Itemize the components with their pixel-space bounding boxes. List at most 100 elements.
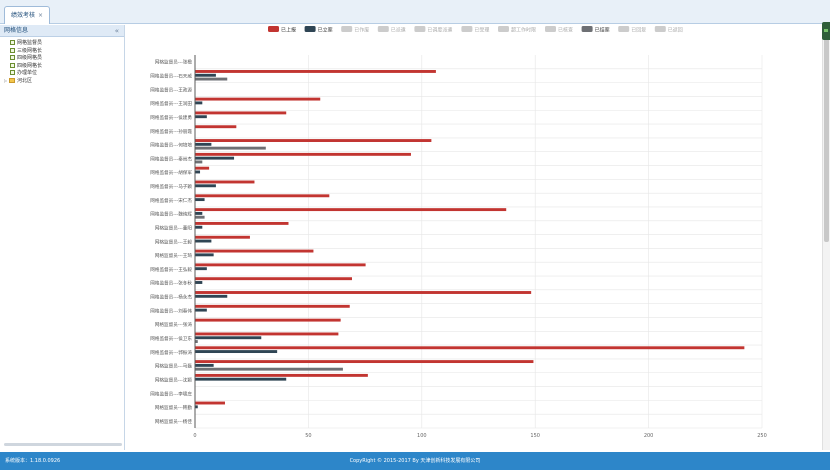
x-tick-label: 100 (417, 433, 427, 439)
legend-item[interactable]: 超工作时限 (498, 26, 536, 34)
legend-item[interactable]: 已派遣 (377, 26, 406, 34)
bar-已立案-10[interactable] (195, 198, 205, 202)
bar-已结案-1[interactable] (195, 77, 228, 81)
tree-node[interactable]: 办理单位 (4, 69, 124, 77)
tree-node-label: 四级网格长 (17, 62, 43, 69)
bar-已立案-25[interactable] (195, 405, 198, 409)
bar-已立案-20[interactable] (195, 336, 262, 340)
legend-swatch (581, 26, 593, 32)
legend-item[interactable]: 已立案 (304, 26, 333, 34)
bar-已立案-9[interactable] (195, 184, 216, 188)
legend-label: 超工作时限 (511, 27, 536, 34)
tree-node[interactable]: 网格监督员 (4, 39, 124, 47)
bar-已立案-12[interactable] (195, 225, 203, 229)
legend-item[interactable]: 已上报 (268, 26, 296, 34)
y-category-label: 网格监督员---何培培 (150, 142, 192, 149)
bar-已立案-11[interactable] (195, 211, 203, 215)
bar-已上报-13[interactable] (195, 235, 250, 239)
bar-已结案-7[interactable] (195, 160, 203, 164)
y-category-label: 网格监督员---王毅 (155, 238, 193, 245)
bar-已上报-18[interactable] (195, 304, 350, 308)
bar-已上报-4[interactable] (195, 111, 287, 115)
bar-已结案-11[interactable] (195, 215, 205, 219)
y-category-label: 网格监督员---杨永杰 (150, 294, 192, 301)
bar-已立案-6[interactable] (195, 142, 212, 146)
bar-已立案-21[interactable] (195, 350, 278, 354)
legend-label: 已调度派遣 (427, 27, 452, 34)
bar-已上报-12[interactable] (195, 221, 289, 225)
bar-已结案-6[interactable] (195, 146, 266, 150)
bar-已上报-23[interactable] (195, 373, 368, 377)
bar-已立案-22[interactable] (195, 363, 214, 367)
system-version: 系统版本：1.18.0.0926 (5, 458, 61, 464)
y-category-label: 网格监督员---王润田 (150, 100, 192, 107)
legend-swatch (414, 26, 426, 32)
bar-已立案-7[interactable] (195, 156, 235, 160)
legend-swatch (304, 26, 316, 32)
bar-已上报-1[interactable] (195, 70, 436, 73)
tree-node[interactable]: 三级网格长 (4, 47, 124, 55)
bar-已上报-21[interactable] (195, 346, 745, 350)
tree-node-label: 河北区 (17, 77, 33, 84)
legend-item[interactable]: 已结案 (581, 26, 610, 34)
bar-已上报-5[interactable] (195, 125, 237, 129)
bar-已立案-8[interactable] (195, 170, 201, 174)
expand-arrow-icon[interactable]: ▷ (4, 77, 8, 83)
bar-已上报-3[interactable] (195, 97, 321, 101)
tree-node[interactable]: 四级网格长 (4, 62, 124, 70)
bar-已上报-10[interactable] (195, 194, 330, 198)
bar-已上报-15[interactable] (195, 263, 366, 267)
tree-node[interactable]: 四级网格员 (4, 54, 124, 62)
bar-已立案-1[interactable] (195, 73, 216, 77)
bar-已立案-18[interactable] (195, 308, 207, 312)
sidebar-horizontal-scrollbar[interactable] (4, 443, 122, 446)
legend-item[interactable]: 已受理 (461, 26, 489, 34)
tree-node-label: 四级网格员 (17, 55, 43, 62)
bar-已上报-19[interactable] (195, 318, 341, 322)
bar-已上报-16[interactable] (195, 277, 352, 281)
y-category-label: 网格监督员---侯卫东 (150, 335, 192, 342)
tab-performance-assessment[interactable]: 绩效考核 × (4, 6, 51, 24)
bar-已上报-8[interactable] (195, 166, 210, 170)
legend-item[interactable]: 已核查 (545, 26, 573, 34)
tree-node[interactable]: ▷ 河北区 (4, 77, 124, 85)
tree-node-label: 三级网格长 (17, 47, 43, 54)
bar-已上报-25[interactable] (195, 401, 225, 405)
y-category-label: 网格监督员---秦尚杰 (150, 155, 192, 162)
legend-item[interactable]: 已调度派遣 (414, 26, 452, 34)
legend-item[interactable]: 已回复 (618, 26, 646, 34)
side-widget-icon[interactable] (822, 22, 830, 40)
bar-已立案-3[interactable] (195, 101, 203, 105)
collapse-sidebar-icon[interactable]: « (114, 27, 119, 35)
bar-已上报-22[interactable] (195, 360, 534, 364)
page-vertical-scrollbar[interactable] (822, 25, 830, 450)
bar-已立案-16[interactable] (195, 281, 203, 284)
legend-swatch (377, 26, 389, 32)
y-category-label: 网格监督员---胡保军 (150, 169, 192, 176)
legend-item[interactable]: 已返回 (654, 26, 683, 34)
x-tick-label: 0 (193, 433, 196, 439)
bar-已上报-14[interactable] (195, 249, 314, 253)
tree-node-label: 网格监督员 (17, 40, 43, 47)
y-category-label: 网格监督员---张冬秋 (150, 280, 192, 287)
bar-已立案-23[interactable] (195, 377, 287, 381)
bar-已立案-17[interactable] (195, 294, 228, 298)
bar-已立案-15[interactable] (195, 267, 207, 271)
bar-已上报-6[interactable] (195, 139, 432, 142)
y-category-label: 网格监督员---王琦 (155, 252, 193, 259)
bar-已上报-17[interactable] (195, 291, 532, 294)
bar-已上报-9[interactable] (195, 180, 255, 184)
bar-已立案-14[interactable] (195, 253, 214, 257)
bar-已上报-20[interactable] (195, 332, 339, 336)
bar-已结案-20[interactable] (195, 340, 198, 343)
bar-已上报-7[interactable] (195, 152, 411, 156)
bar-已立案-13[interactable] (195, 239, 212, 243)
bar-已立案-4[interactable] (195, 115, 207, 119)
legend-label: 已核查 (558, 27, 573, 34)
bar-已结案-22[interactable] (195, 367, 343, 371)
chart-panel: 已上报 已立案 已作废 已派遣 已调度派遣 已受理 超工作时限 已核查 已结案 已回复 已返回 0 50… (126, 25, 822, 450)
legend-item[interactable]: 已作废 (341, 26, 369, 34)
tab-close-icon[interactable]: × (38, 12, 44, 19)
scrollbar-thumb[interactable] (824, 27, 829, 242)
bar-已上报-11[interactable] (195, 208, 507, 212)
